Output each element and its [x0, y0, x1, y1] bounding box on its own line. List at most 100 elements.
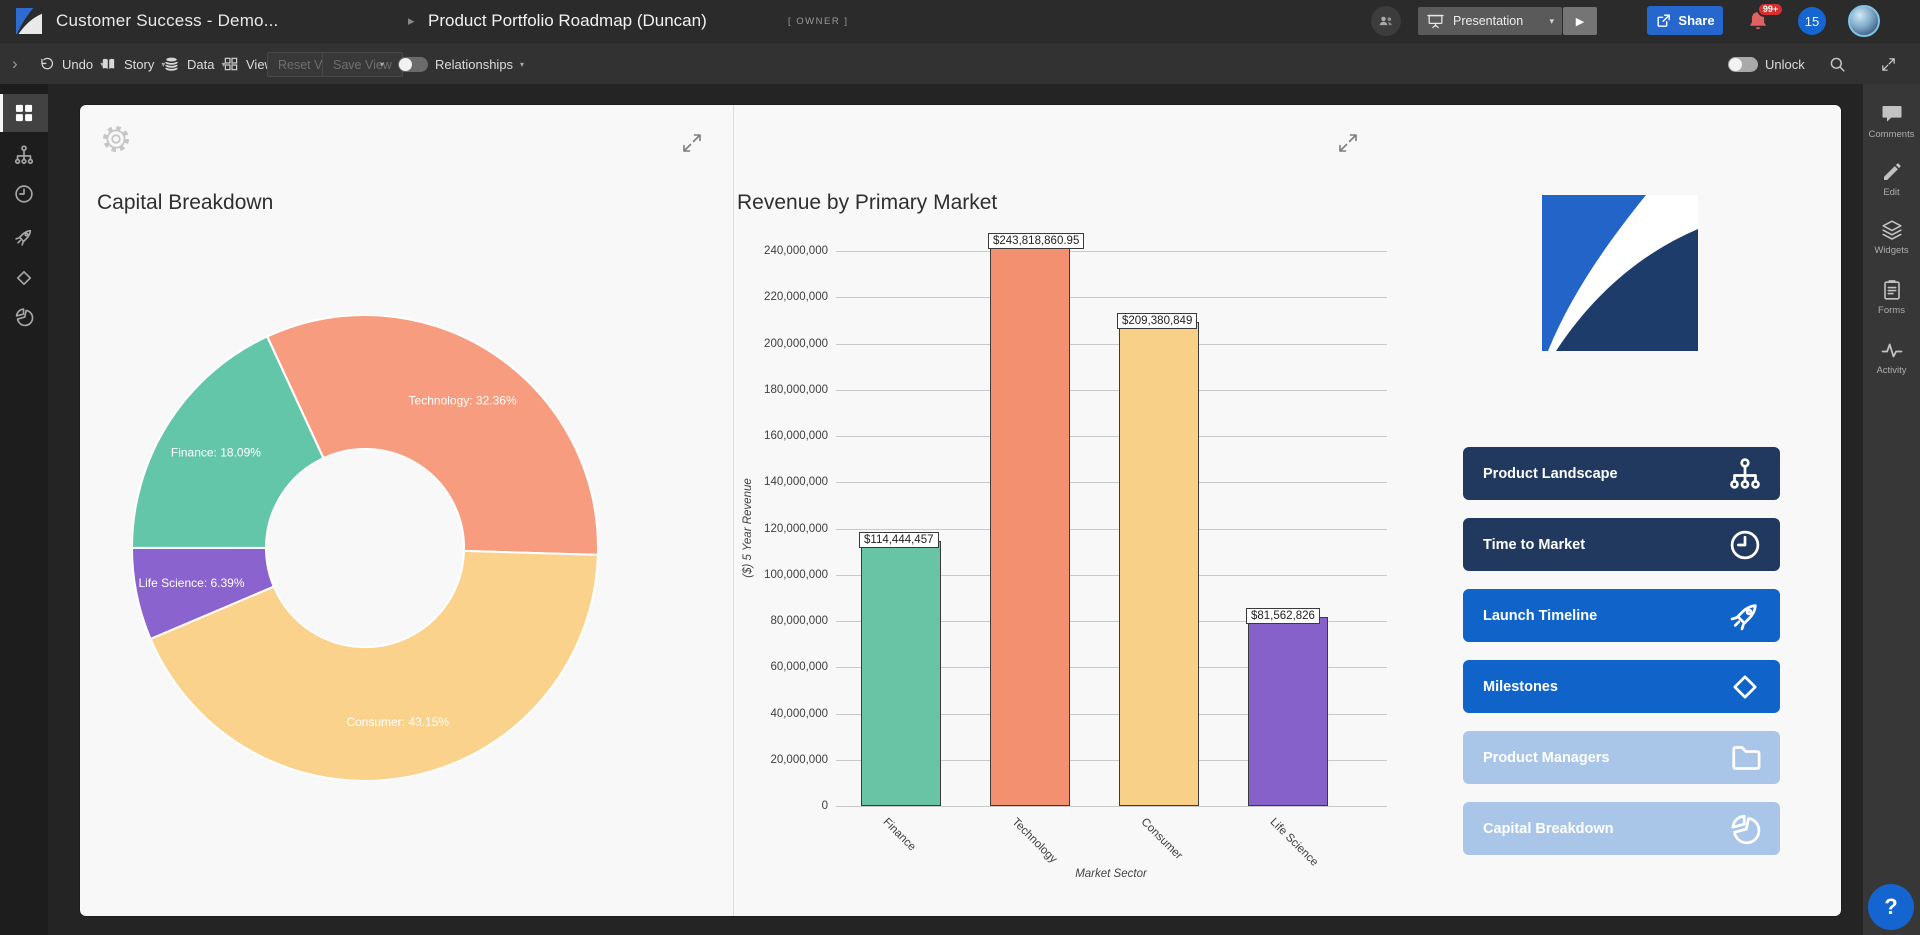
- pie-icon: [1731, 814, 1761, 844]
- sidebar-item-launch[interactable]: [0, 218, 48, 256]
- y-axis-tick: 200,000,000: [764, 337, 828, 350]
- notification-count-badge: 99+: [1757, 2, 1784, 17]
- y-axis-tick: 140,000,000: [764, 476, 828, 489]
- donut-slice-label: Life Science: 6.39%: [138, 576, 244, 590]
- rail-item-edit[interactable]: Edit: [1863, 160, 1920, 198]
- nav-button-product-landscape[interactable]: Product Landscape: [1463, 447, 1780, 500]
- toggle-off-icon: [1728, 56, 1758, 72]
- view-button[interactable]: View: [223, 43, 274, 85]
- play-icon: ▶: [1575, 15, 1585, 28]
- y-axis-tick: 160,000,000: [764, 430, 828, 442]
- relationships-toggle[interactable]: Relationships ▾: [398, 43, 524, 85]
- top-header: Customer Success - Demo... ▸ Product Por…: [0, 0, 1920, 42]
- search-button[interactable]: [1828, 43, 1847, 85]
- diamond-icon: [16, 270, 32, 286]
- donut-slice-finance: [132, 335, 325, 549]
- nav-button-label: Milestones: [1483, 678, 1558, 695]
- chevron-down-icon: ▾: [161, 59, 166, 69]
- rail-item-comments[interactable]: Comments: [1863, 102, 1920, 140]
- share-icon: [1657, 14, 1671, 27]
- rail-item-activity[interactable]: Activity: [1863, 338, 1920, 376]
- org-chart-icon: [1730, 457, 1760, 489]
- rail-item-label: Forms: [1878, 305, 1905, 316]
- donut-slice-consumer: [149, 549, 598, 781]
- gridline: [836, 297, 1387, 299]
- y-axis-tick: 0: [821, 800, 828, 812]
- bar-value-label: $243,818,860.95: [988, 233, 1085, 250]
- chart-title: Capital Breakdown: [97, 191, 274, 214]
- save-view-caret[interactable]: ▾: [380, 43, 384, 85]
- sidebar-item-dashboard[interactable]: [0, 94, 48, 132]
- gridline: [836, 436, 1387, 437]
- expand-panel-icon[interactable]: [1336, 131, 1360, 155]
- start-presentation-button[interactable]: ▶: [1563, 7, 1597, 35]
- y-axis-tick: 80,000,000: [770, 615, 828, 627]
- rocket-icon: [1730, 603, 1757, 630]
- page-title[interactable]: Product Portfolio Roadmap (Duncan): [428, 11, 707, 30]
- expand-panel-icon[interactable]: [680, 131, 704, 155]
- y-axis-tick: 120,000,000: [764, 522, 828, 535]
- nav-button-time-to-market[interactable]: Time to Market: [1463, 518, 1780, 571]
- nav-button-launch-timeline[interactable]: Launch Timeline: [1463, 589, 1780, 642]
- inbox-count-badge[interactable]: 15: [1798, 7, 1826, 35]
- user-avatar[interactable]: [1848, 5, 1880, 37]
- layers-icon: [1881, 220, 1902, 240]
- gridline: [836, 713, 1387, 715]
- y-axis-tick: 20,000,000: [770, 753, 828, 766]
- gear-icon[interactable]: [100, 123, 132, 155]
- bar-value-label: $114,444,457: [859, 532, 939, 549]
- x-axis-tick: Technology: [1009, 816, 1060, 866]
- rail-item-forms[interactable]: Forms: [1863, 278, 1920, 316]
- bar-consumer: [1119, 321, 1199, 806]
- diamond-icon: [1733, 674, 1757, 699]
- donut-slice-technology: [265, 315, 598, 556]
- nav-button-label: Launch Timeline: [1483, 607, 1598, 624]
- grid-view-icon: [224, 57, 238, 71]
- bar-value-label: $209,380,849: [1117, 312, 1198, 329]
- donut-slice-label: Technology: 32.36%: [409, 393, 517, 407]
- nav-button-label: Time to Market: [1483, 536, 1586, 553]
- breadcrumb-separator-icon: ▸: [408, 13, 415, 28]
- bar-life-science: [1248, 617, 1328, 806]
- nav-button-milestones[interactable]: Milestones: [1463, 660, 1780, 713]
- chevron-down-icon: ▾: [520, 59, 525, 69]
- data-button[interactable]: Data ▾: [163, 43, 225, 85]
- donut-slice-label: Finance: 18.09%: [171, 446, 261, 460]
- org-chart-icon: [14, 145, 34, 164]
- share-button[interactable]: Share: [1647, 6, 1723, 35]
- collaborators-button[interactable]: [1371, 6, 1401, 36]
- nav-button-product-managers[interactable]: Product Managers: [1463, 731, 1780, 784]
- nav-button-capital-breakdown[interactable]: Capital Breakdown: [1463, 802, 1780, 855]
- x-axis-tick: Life Science: [1267, 816, 1321, 869]
- rail-item-label: Activity: [1876, 365, 1907, 376]
- toolbar-collapse-chevron[interactable]: ›: [12, 54, 18, 73]
- x-axis-tick: Finance: [880, 816, 918, 854]
- chevron-down-icon: ▾: [380, 59, 385, 69]
- nav-button-label: Product Landscape: [1483, 465, 1618, 482]
- story-button[interactable]: Story ▾: [100, 43, 165, 85]
- sidebar-item-milestones[interactable]: [0, 259, 48, 297]
- undo-button[interactable]: Undo ▾: [38, 43, 104, 85]
- capital-breakdown-donut-chart: Technology: 32.36% Consumer: 43.15% Life S…: [132, 315, 598, 781]
- help-button[interactable]: ?: [1868, 884, 1914, 930]
- panel-divider: [733, 105, 734, 916]
- view-mode-dropdown[interactable]: Presentation ▾: [1418, 7, 1562, 35]
- breadcrumb-workspace[interactable]: Customer Success - Demo...: [56, 11, 279, 30]
- app-logo-icon[interactable]: [16, 8, 42, 34]
- sidebar-item-time-to-market[interactable]: [0, 175, 48, 213]
- save-view-button[interactable]: Save View: [322, 52, 403, 77]
- gridline: [836, 482, 1387, 484]
- rail-item-label: Edit: [1883, 187, 1900, 198]
- sidebar-item-landscape[interactable]: [0, 136, 48, 174]
- dashboard-canvas: Capital Breakdown Technology: 32.36% Cons…: [80, 105, 1841, 916]
- comment-icon: [1882, 106, 1901, 122]
- unlock-toggle[interactable]: Unlock: [1728, 43, 1805, 85]
- rail-item-widgets[interactable]: Widgets: [1863, 218, 1920, 256]
- sidebar-item-capital[interactable]: [0, 298, 48, 336]
- clipboard-icon: [1883, 280, 1900, 300]
- undo-icon: [41, 57, 54, 69]
- x-axis-tick: Consumer: [1138, 816, 1185, 863]
- gridline: [836, 759, 1387, 761]
- fullscreen-button[interactable]: [1880, 43, 1897, 85]
- gridline: [836, 528, 1387, 530]
